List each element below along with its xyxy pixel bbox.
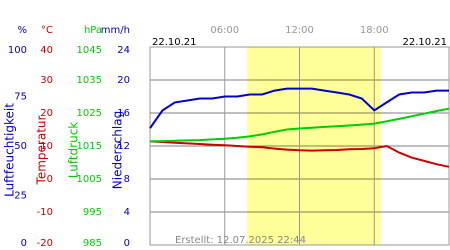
axis-title: Luftdruck — [67, 122, 81, 179]
date-left: 22.10.21 — [152, 37, 197, 48]
y-tick-label: 75 — [14, 92, 27, 103]
y-tick-label: 995 — [83, 207, 102, 218]
axis-title: Niederschlag — [111, 111, 125, 189]
date-right: 22.10.21 — [402, 37, 447, 48]
axis-unit: mm/h — [101, 25, 130, 36]
axis-title: Temperatur — [35, 115, 49, 185]
y-tick-label: 50 — [14, 141, 27, 152]
y-tick-label: 1005 — [77, 174, 102, 185]
y-tick-label: 1025 — [77, 108, 102, 119]
y-tick-label: 1015 — [77, 141, 102, 152]
y-tick-label: 20 — [117, 75, 130, 86]
y-tick-label: 0 — [47, 174, 53, 185]
footer: Erstellt: 12.07.2025 22:44 — [175, 235, 306, 246]
series-line — [149, 107, 450, 143]
axis-unit: hPa — [84, 25, 102, 36]
x-tick-label: 18:00 — [360, 25, 389, 36]
axis-unit: % — [17, 25, 27, 36]
y-tick-label: 985 — [83, 238, 102, 249]
axis-unit: °C — [41, 25, 53, 36]
series-line — [149, 140, 450, 168]
axis-title: Luftfeuchtigkeit — [3, 103, 17, 197]
y-tick-label: 1045 — [77, 45, 102, 56]
y-tick-label: 0 — [21, 238, 27, 249]
series-line — [149, 87, 449, 129]
y-tick-label: 24 — [117, 45, 130, 56]
x-tick-label: 12:00 — [285, 25, 314, 36]
x-tick-label: 06:00 — [210, 25, 239, 36]
y-tick-label: 20 — [40, 108, 53, 119]
y-tick-label: -20 — [37, 238, 53, 249]
y-tick-label: 16 — [117, 108, 130, 119]
y-tick-label: 30 — [40, 75, 53, 86]
y-tick-label: 25 — [14, 191, 27, 202]
y-tick-label: 40 — [40, 45, 53, 56]
y-tick-label: 100 — [8, 45, 27, 56]
plot-border — [149, 46, 450, 246]
y-tick-label: 0 — [124, 238, 130, 249]
y-tick-label: 8 — [124, 174, 130, 185]
y-tick-label: 4 — [124, 207, 130, 218]
y-tick-label: 1035 — [77, 75, 102, 86]
y-tick-label: -10 — [37, 207, 53, 218]
y-tick-label: 10 — [40, 141, 53, 152]
y-tick-label: 12 — [117, 141, 130, 152]
